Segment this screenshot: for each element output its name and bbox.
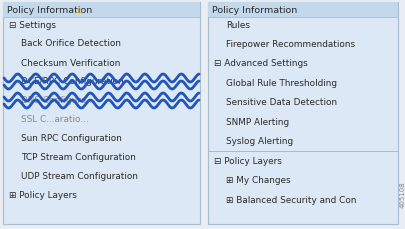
Text: Rules: Rules bbox=[226, 20, 249, 29]
Bar bbox=[3, 3, 200, 224]
Text: Policy Information: Policy Information bbox=[211, 6, 296, 15]
Text: SNMP Alerting: SNMP Alerting bbox=[226, 117, 288, 126]
Text: DCE/RPC Configuration: DCE/RPC Configuration bbox=[21, 77, 124, 86]
Text: Back Orifice Detection: Back Orifice Detection bbox=[21, 39, 121, 48]
Text: ⊞ Policy Layers: ⊞ Policy Layers bbox=[9, 191, 77, 200]
Text: ⊟ Policy Layers: ⊟ Policy Layers bbox=[213, 156, 281, 165]
Text: ⊟ Settings: ⊟ Settings bbox=[9, 20, 56, 29]
Text: ⊞ Balanced Security and Con: ⊞ Balanced Security and Con bbox=[226, 195, 356, 204]
Text: ⚠: ⚠ bbox=[75, 6, 83, 15]
Text: Sensitive Data Detection: Sensitive Data Detection bbox=[226, 98, 336, 107]
Text: ⊞ My Changes: ⊞ My Changes bbox=[226, 176, 290, 185]
Text: Syslog Alerting: Syslog Alerting bbox=[226, 137, 292, 146]
Text: UDP Stream Configuration: UDP Stream Configuration bbox=[21, 172, 138, 181]
Text: Policy Information: Policy Information bbox=[7, 6, 92, 15]
Text: Firepower Recommendations: Firepower Recommendations bbox=[226, 40, 354, 49]
Bar bbox=[207, 3, 397, 224]
Text: DNS Configura...: DNS Configura... bbox=[21, 96, 94, 105]
Bar bbox=[3, 3, 200, 18]
Text: SSL C...aratio...: SSL C...aratio... bbox=[21, 115, 88, 124]
Text: Sun RPC Configuration: Sun RPC Configuration bbox=[21, 134, 122, 143]
Text: Checksum Verification: Checksum Verification bbox=[21, 58, 120, 67]
Text: TCP Stream Configuration: TCP Stream Configuration bbox=[21, 153, 136, 162]
Text: Global Rule Thresholding: Global Rule Thresholding bbox=[226, 79, 336, 88]
Text: 405108: 405108 bbox=[399, 181, 405, 207]
Bar bbox=[207, 3, 397, 18]
Text: ⊟ Advanced Settings: ⊟ Advanced Settings bbox=[213, 59, 307, 68]
